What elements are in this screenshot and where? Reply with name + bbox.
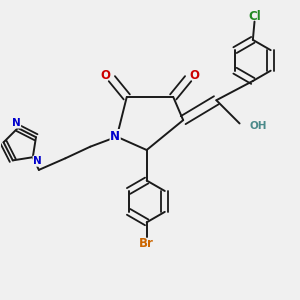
- Text: O: O: [190, 69, 200, 82]
- Text: Cl: Cl: [248, 10, 261, 23]
- Text: Br: Br: [139, 237, 154, 250]
- Text: N: N: [33, 156, 42, 166]
- Text: OH: OH: [250, 121, 267, 131]
- Text: N: N: [110, 130, 120, 142]
- Text: N: N: [12, 118, 21, 128]
- Text: O: O: [100, 69, 110, 82]
